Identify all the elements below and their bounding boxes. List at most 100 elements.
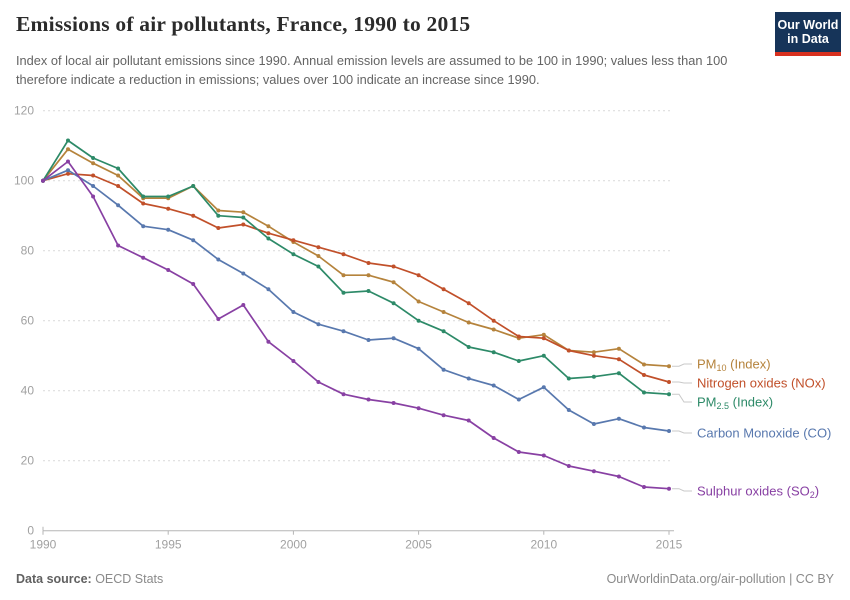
series-marker-nox bbox=[466, 301, 471, 306]
legend-connector-co bbox=[672, 430, 692, 434]
series-marker-co bbox=[191, 238, 196, 243]
series-marker-co bbox=[316, 322, 321, 327]
series-marker-pm10 bbox=[441, 310, 446, 314]
y-tick-label: 20 bbox=[21, 454, 35, 468]
series-marker-co bbox=[516, 397, 521, 402]
series-marker-so2 bbox=[241, 303, 246, 307]
series-marker-so2 bbox=[316, 380, 321, 384]
series-marker-co bbox=[141, 224, 146, 229]
series-marker-so2 bbox=[291, 359, 296, 363]
legend-label-pm10[interactable]: PM10 (Index) bbox=[697, 357, 771, 374]
legend-label-nox[interactable]: Nitrogen oxides (NOx) bbox=[697, 376, 826, 391]
series-marker-pm25 bbox=[366, 289, 371, 293]
series-marker-nox bbox=[116, 184, 121, 188]
series-marker-pm25 bbox=[216, 213, 221, 218]
series-marker-pm25 bbox=[616, 371, 621, 376]
series-marker-co bbox=[491, 383, 496, 388]
series-marker-pm10 bbox=[91, 161, 96, 166]
series-marker-nox bbox=[66, 171, 70, 176]
series-marker-pm25 bbox=[566, 376, 571, 381]
series-marker-so2 bbox=[266, 339, 271, 344]
series-marker-pm10 bbox=[116, 173, 121, 178]
series-marker-pm10 bbox=[466, 320, 471, 325]
y-tick-label: 80 bbox=[21, 244, 35, 258]
series-marker-nox bbox=[616, 357, 621, 362]
legend-label-part: Nitrogen oxides (NOx) bbox=[697, 376, 826, 391]
series-marker-so2 bbox=[516, 450, 521, 454]
series-marker-so2 bbox=[566, 464, 571, 468]
legend-label-part: 2.5 bbox=[717, 401, 730, 411]
series-marker-nox bbox=[91, 173, 96, 178]
series-marker-nox bbox=[642, 373, 646, 377]
y-tick-label: 0 bbox=[27, 524, 34, 538]
series-marker-pm25 bbox=[391, 301, 396, 306]
series-marker-nox bbox=[491, 318, 496, 323]
legend-connector-pm10 bbox=[672, 363, 692, 367]
series-marker-co bbox=[291, 310, 296, 314]
x-tick-label: 2005 bbox=[405, 538, 432, 552]
legend-label-part: 2 bbox=[810, 490, 815, 500]
owid-url-link[interactable]: OurWorldinData.org/air-pollution | CC BY bbox=[606, 572, 834, 586]
series-marker-so2 bbox=[91, 194, 96, 199]
series-marker-pm25 bbox=[241, 215, 246, 220]
series-marker-so2 bbox=[116, 243, 121, 248]
series-marker-pm25 bbox=[466, 345, 471, 349]
series-line-co[interactable] bbox=[42, 169, 670, 432]
series-marker-so2 bbox=[667, 486, 671, 491]
series-marker-nox bbox=[141, 201, 146, 206]
series-marker-co bbox=[616, 416, 621, 421]
x-tick-label: 2010 bbox=[530, 538, 557, 552]
legend-label-so2[interactable]: Sulphur oxides (SO2) bbox=[697, 484, 819, 501]
series-marker-nox bbox=[266, 231, 271, 236]
series-marker-nox bbox=[216, 226, 221, 230]
legend-label-part: Carbon Monoxide (CO) bbox=[697, 426, 831, 441]
series-marker-so2 bbox=[591, 469, 596, 474]
series-marker-co bbox=[667, 429, 671, 433]
legend-label-co[interactable]: Carbon Monoxide (CO) bbox=[697, 426, 831, 441]
series-line-nox[interactable] bbox=[42, 172, 670, 383]
series-line-so2[interactable] bbox=[42, 160, 670, 490]
series-marker-pm10 bbox=[216, 208, 221, 213]
series-marker-pm25 bbox=[516, 359, 521, 363]
y-tick-label: 40 bbox=[21, 384, 35, 398]
legend-label-part: (Index) bbox=[729, 395, 773, 410]
series-marker-nox bbox=[316, 245, 321, 250]
series-marker-pm25 bbox=[642, 390, 646, 395]
series-marker-pm25 bbox=[91, 156, 96, 160]
legend-label-pm25[interactable]: PM2.5 (Index) bbox=[697, 395, 773, 412]
series-marker-so2 bbox=[141, 255, 146, 260]
series-marker-pm10 bbox=[66, 147, 70, 152]
series-marker-pm25 bbox=[191, 184, 196, 188]
series-marker-so2 bbox=[491, 436, 496, 440]
series-marker-co bbox=[591, 422, 596, 426]
owid-logo[interactable]: Our World in Data bbox=[775, 12, 841, 56]
data-source-value[interactable]: OECD Stats bbox=[91, 572, 164, 586]
chart-footer: Data source: OECD Stats OurWorldinData.o… bbox=[0, 572, 850, 586]
series-marker-pm10 bbox=[416, 299, 421, 304]
series-marker-so2 bbox=[366, 397, 371, 402]
series-marker-pm25 bbox=[416, 318, 421, 323]
series-marker-so2 bbox=[191, 282, 196, 286]
series-marker-pm25 bbox=[266, 236, 271, 241]
series-marker-pm25 bbox=[116, 166, 121, 171]
series-marker-co bbox=[441, 367, 446, 372]
series-marker-co bbox=[166, 227, 171, 232]
y-tick-label: 60 bbox=[21, 314, 35, 328]
series-marker-nox bbox=[391, 264, 396, 269]
series-marker-pm10 bbox=[491, 327, 496, 332]
series-marker-pm25 bbox=[491, 350, 496, 355]
series-marker-so2 bbox=[466, 418, 471, 423]
series-marker-pm10 bbox=[266, 224, 271, 229]
series-marker-nox bbox=[591, 353, 596, 358]
data-source-label: Data source: bbox=[16, 572, 92, 586]
series-marker-nox bbox=[191, 213, 196, 218]
series-marker-nox bbox=[166, 206, 171, 211]
series-marker-nox bbox=[667, 380, 671, 384]
series-line-pm25[interactable] bbox=[42, 139, 670, 396]
series-marker-so2 bbox=[616, 474, 621, 479]
series-marker-nox bbox=[366, 261, 371, 265]
y-tick-label: 100 bbox=[14, 174, 34, 188]
x-tick-label: 2000 bbox=[280, 538, 307, 552]
legend-label-part: PM bbox=[697, 357, 717, 372]
